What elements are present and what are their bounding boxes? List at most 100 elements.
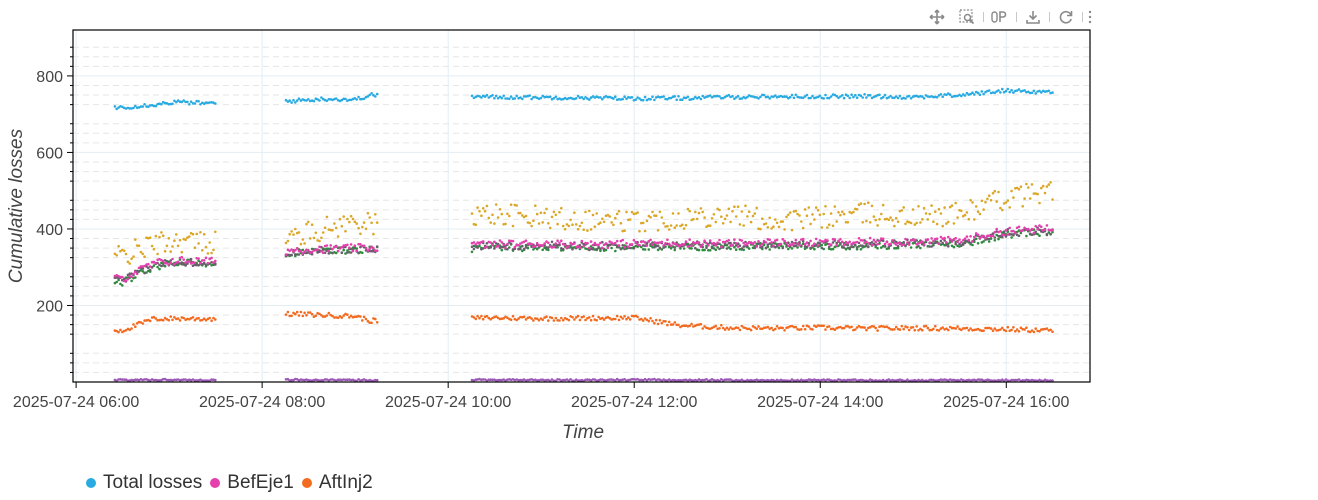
data-point [171,318,174,322]
legend-item-total-losses[interactable]: Total losses [86,472,202,494]
data-point [331,314,334,318]
data-point [705,246,708,250]
data-point [368,247,372,251]
data-point [727,239,731,242]
data-point [623,246,626,249]
data-point [885,325,889,329]
data-point [558,210,561,214]
data-point [541,318,544,322]
pan-tool-button[interactable] [922,5,952,29]
data-point [119,328,122,332]
hover-tool-button[interactable] [985,5,1015,29]
data-point [344,97,347,101]
data-point [340,251,344,254]
data-point [500,212,504,216]
legend-item-aftinj2[interactable]: AftInj2 [301,472,373,494]
data-point [891,239,894,242]
data-point [481,240,485,243]
data-point [718,242,721,246]
data-point [781,237,784,241]
data-point [115,329,118,333]
data-point [807,325,811,328]
data-point [1051,228,1054,232]
data-point [362,315,366,319]
data-point [201,318,204,322]
data-point [139,321,143,324]
data-point [842,326,846,330]
data-point [148,265,152,268]
data-point [152,247,156,251]
plot-area[interactable] [73,30,1090,382]
data-point [608,316,611,320]
data-point [742,248,745,252]
more-tools-button[interactable] [1084,5,1096,29]
data-point [885,240,889,244]
data-point [822,324,825,328]
data-point [1014,330,1017,333]
data-point [167,318,171,322]
data-point [628,218,632,221]
data-point [943,239,946,242]
data-point [984,236,987,240]
data-point [530,317,533,320]
data-point [1010,88,1013,92]
data-point [158,267,161,271]
data-point [148,268,152,272]
data-point [699,207,703,210]
data-point [664,379,667,382]
data-point [560,239,563,242]
data-point [863,239,866,242]
data-point [173,99,176,103]
data-point [893,96,896,100]
data-point [995,227,998,231]
data-point [1019,326,1023,330]
data-point [288,99,292,102]
data-point [1045,185,1049,188]
data-point [143,319,146,322]
data-point [734,248,738,251]
data-point [775,238,779,242]
data-point [206,261,210,265]
data-point [993,189,997,193]
data-point [854,244,857,247]
data-point [558,319,561,322]
data-point [582,315,585,318]
data-point [182,316,185,320]
data-point [199,231,202,234]
data-point [699,97,703,101]
data-point [781,95,784,99]
data-point [628,246,632,250]
data-point [550,215,554,219]
data-point [816,208,820,212]
data-point [718,208,721,212]
data-point [489,318,493,321]
data-point [1012,196,1015,199]
data-point [904,97,907,100]
data-point [593,225,597,228]
data-point [165,262,169,265]
data-point [519,247,522,251]
legend-item-befeje1[interactable]: BefEje1 [210,472,294,494]
data-point [336,316,340,320]
data-point [727,378,731,381]
data-point [720,97,723,100]
data-point [478,209,481,213]
data-point [1019,231,1023,235]
data-point [589,318,593,322]
data-point [338,217,342,221]
data-point [359,97,362,101]
data-point [472,241,476,244]
save-tool-button[interactable] [1018,5,1048,29]
data-point [171,257,174,261]
data-point [359,232,362,236]
data-point [848,240,851,244]
data-point [950,244,954,248]
data-point [809,96,812,100]
x-axis-title: Time [562,422,604,443]
legend-swatch-befeje1 [210,478,221,488]
data-point [766,243,770,246]
data-point [649,98,652,101]
data-point [312,99,316,103]
reset-tool-button[interactable] [1051,5,1081,29]
